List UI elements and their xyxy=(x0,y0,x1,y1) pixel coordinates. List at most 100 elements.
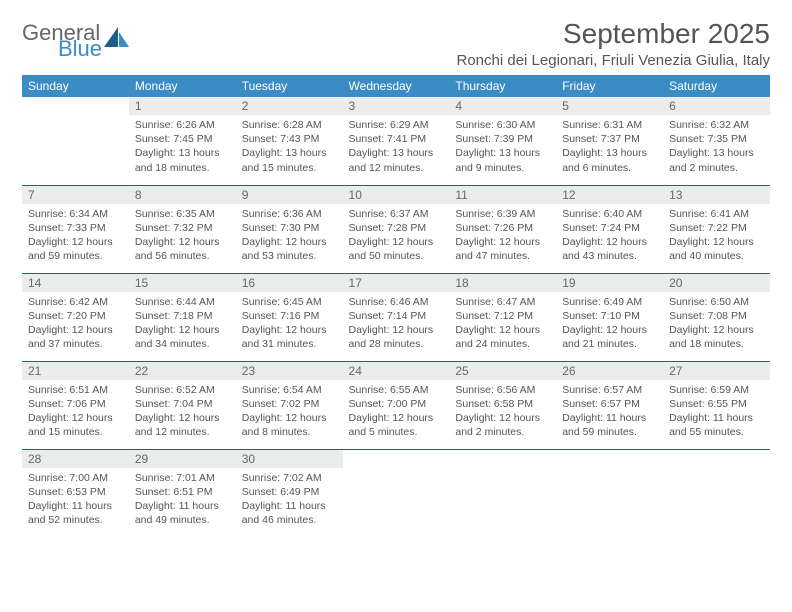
daylight-line: Daylight: 12 hours and 21 minutes. xyxy=(562,323,657,351)
day-details: Sunrise: 6:49 AMSunset: 7:10 PMDaylight:… xyxy=(556,292,663,358)
day-details: Sunrise: 7:01 AMSunset: 6:51 PMDaylight:… xyxy=(129,468,236,534)
sunrise-line: Sunrise: 7:02 AM xyxy=(242,471,337,485)
day-details: Sunrise: 6:29 AMSunset: 7:41 PMDaylight:… xyxy=(343,115,450,181)
page-title: September 2025 xyxy=(457,18,771,50)
calendar-cell xyxy=(343,449,450,537)
day-details: Sunrise: 6:34 AMSunset: 7:33 PMDaylight:… xyxy=(22,204,129,270)
daylight-line: Daylight: 13 hours and 15 minutes. xyxy=(242,146,337,174)
calendar-cell: 10Sunrise: 6:37 AMSunset: 7:28 PMDayligh… xyxy=(343,185,450,273)
day-details: Sunrise: 6:44 AMSunset: 7:18 PMDaylight:… xyxy=(129,292,236,358)
sunset-line: Sunset: 7:06 PM xyxy=(28,397,123,411)
day-number: 21 xyxy=(22,362,129,380)
day-details: Sunrise: 6:51 AMSunset: 7:06 PMDaylight:… xyxy=(22,380,129,446)
calendar-cell: 22Sunrise: 6:52 AMSunset: 7:04 PMDayligh… xyxy=(129,361,236,449)
day-details: Sunrise: 6:39 AMSunset: 7:26 PMDaylight:… xyxy=(449,204,556,270)
sunrise-line: Sunrise: 6:45 AM xyxy=(242,295,337,309)
calendar-cell: 27Sunrise: 6:59 AMSunset: 6:55 PMDayligh… xyxy=(663,361,770,449)
sunset-line: Sunset: 7:18 PM xyxy=(135,309,230,323)
calendar-cell: 17Sunrise: 6:46 AMSunset: 7:14 PMDayligh… xyxy=(343,273,450,361)
sunrise-line: Sunrise: 6:30 AM xyxy=(455,118,550,132)
daylight-line: Daylight: 12 hours and 15 minutes. xyxy=(28,411,123,439)
sunrise-line: Sunrise: 6:39 AM xyxy=(455,207,550,221)
daylight-line: Daylight: 11 hours and 55 minutes. xyxy=(669,411,764,439)
calendar-cell: 5Sunrise: 6:31 AMSunset: 7:37 PMDaylight… xyxy=(556,97,663,185)
calendar-row: 21Sunrise: 6:51 AMSunset: 7:06 PMDayligh… xyxy=(22,361,770,449)
daylight-line: Daylight: 12 hours and 18 minutes. xyxy=(669,323,764,351)
day-number: 3 xyxy=(343,97,450,115)
day-number: 25 xyxy=(449,362,556,380)
weekday-header-row: Sunday Monday Tuesday Wednesday Thursday… xyxy=(22,75,770,97)
calendar-cell: 4Sunrise: 6:30 AMSunset: 7:39 PMDaylight… xyxy=(449,97,556,185)
sunset-line: Sunset: 7:39 PM xyxy=(455,132,550,146)
calendar-cell: 2Sunrise: 6:28 AMSunset: 7:43 PMDaylight… xyxy=(236,97,343,185)
daylight-line: Daylight: 13 hours and 18 minutes. xyxy=(135,146,230,174)
day-details: Sunrise: 6:28 AMSunset: 7:43 PMDaylight:… xyxy=(236,115,343,181)
day-number: 26 xyxy=(556,362,663,380)
day-number: 19 xyxy=(556,274,663,292)
sunrise-line: Sunrise: 7:01 AM xyxy=(135,471,230,485)
sunset-line: Sunset: 7:33 PM xyxy=(28,221,123,235)
sunrise-line: Sunrise: 6:57 AM xyxy=(562,383,657,397)
day-details: Sunrise: 7:02 AMSunset: 6:49 PMDaylight:… xyxy=(236,468,343,534)
calendar-cell: 6Sunrise: 6:32 AMSunset: 7:35 PMDaylight… xyxy=(663,97,770,185)
sunrise-line: Sunrise: 6:26 AM xyxy=(135,118,230,132)
calendar-cell: 24Sunrise: 6:55 AMSunset: 7:00 PMDayligh… xyxy=(343,361,450,449)
day-number: 1 xyxy=(129,97,236,115)
day-number: 2 xyxy=(236,97,343,115)
sunset-line: Sunset: 7:04 PM xyxy=(135,397,230,411)
location-subtitle: Ronchi dei Legionari, Friuli Venezia Giu… xyxy=(457,52,771,69)
weekday-sat: Saturday xyxy=(663,75,770,97)
calendar-cell: 16Sunrise: 6:45 AMSunset: 7:16 PMDayligh… xyxy=(236,273,343,361)
day-number: 12 xyxy=(556,186,663,204)
calendar-row: 7Sunrise: 6:34 AMSunset: 7:33 PMDaylight… xyxy=(22,185,770,273)
day-number: 28 xyxy=(22,450,129,468)
day-number: 29 xyxy=(129,450,236,468)
day-details: Sunrise: 6:40 AMSunset: 7:24 PMDaylight:… xyxy=(556,204,663,270)
day-number: 6 xyxy=(663,97,770,115)
sunset-line: Sunset: 7:37 PM xyxy=(562,132,657,146)
day-number: 27 xyxy=(663,362,770,380)
day-details: Sunrise: 6:46 AMSunset: 7:14 PMDaylight:… xyxy=(343,292,450,358)
sunrise-line: Sunrise: 6:37 AM xyxy=(349,207,444,221)
day-details: Sunrise: 7:00 AMSunset: 6:53 PMDaylight:… xyxy=(22,468,129,534)
sunset-line: Sunset: 7:24 PM xyxy=(562,221,657,235)
day-details: Sunrise: 6:50 AMSunset: 7:08 PMDaylight:… xyxy=(663,292,770,358)
title-block: September 2025 Ronchi dei Legionari, Fri… xyxy=(457,18,771,69)
day-number: 13 xyxy=(663,186,770,204)
calendar-row: 28Sunrise: 7:00 AMSunset: 6:53 PMDayligh… xyxy=(22,449,770,537)
sunrise-line: Sunrise: 6:51 AM xyxy=(28,383,123,397)
calendar-cell: 28Sunrise: 7:00 AMSunset: 6:53 PMDayligh… xyxy=(22,449,129,537)
sunrise-line: Sunrise: 6:55 AM xyxy=(349,383,444,397)
sunrise-line: Sunrise: 6:44 AM xyxy=(135,295,230,309)
sunrise-line: Sunrise: 6:32 AM xyxy=(669,118,764,132)
day-details: Sunrise: 6:59 AMSunset: 6:55 PMDaylight:… xyxy=(663,380,770,446)
calendar-cell: 29Sunrise: 7:01 AMSunset: 6:51 PMDayligh… xyxy=(129,449,236,537)
calendar-cell xyxy=(663,449,770,537)
calendar-cell: 7Sunrise: 6:34 AMSunset: 7:33 PMDaylight… xyxy=(22,185,129,273)
day-number: 5 xyxy=(556,97,663,115)
calendar-cell: 21Sunrise: 6:51 AMSunset: 7:06 PMDayligh… xyxy=(22,361,129,449)
sunrise-line: Sunrise: 6:36 AM xyxy=(242,207,337,221)
calendar-cell xyxy=(449,449,556,537)
daylight-line: Daylight: 12 hours and 8 minutes. xyxy=(242,411,337,439)
daylight-line: Daylight: 12 hours and 53 minutes. xyxy=(242,235,337,263)
brand-part2: Blue xyxy=(58,38,102,60)
day-number: 11 xyxy=(449,186,556,204)
day-details: Sunrise: 6:36 AMSunset: 7:30 PMDaylight:… xyxy=(236,204,343,270)
calendar-row: 1Sunrise: 6:26 AMSunset: 7:45 PMDaylight… xyxy=(22,97,770,185)
daylight-line: Daylight: 12 hours and 5 minutes. xyxy=(349,411,444,439)
brand-logo: General Blue xyxy=(22,22,130,60)
day-details: Sunrise: 6:41 AMSunset: 7:22 PMDaylight:… xyxy=(663,204,770,270)
daylight-line: Daylight: 12 hours and 37 minutes. xyxy=(28,323,123,351)
daylight-line: Daylight: 12 hours and 12 minutes. xyxy=(135,411,230,439)
calendar-table: Sunday Monday Tuesday Wednesday Thursday… xyxy=(22,75,770,537)
sunrise-line: Sunrise: 6:31 AM xyxy=(562,118,657,132)
calendar-cell: 9Sunrise: 6:36 AMSunset: 7:30 PMDaylight… xyxy=(236,185,343,273)
sunrise-line: Sunrise: 6:28 AM xyxy=(242,118,337,132)
calendar-cell: 12Sunrise: 6:40 AMSunset: 7:24 PMDayligh… xyxy=(556,185,663,273)
sunset-line: Sunset: 7:41 PM xyxy=(349,132,444,146)
day-number: 8 xyxy=(129,186,236,204)
day-number: 17 xyxy=(343,274,450,292)
day-details: Sunrise: 6:30 AMSunset: 7:39 PMDaylight:… xyxy=(449,115,556,181)
calendar-cell: 8Sunrise: 6:35 AMSunset: 7:32 PMDaylight… xyxy=(129,185,236,273)
